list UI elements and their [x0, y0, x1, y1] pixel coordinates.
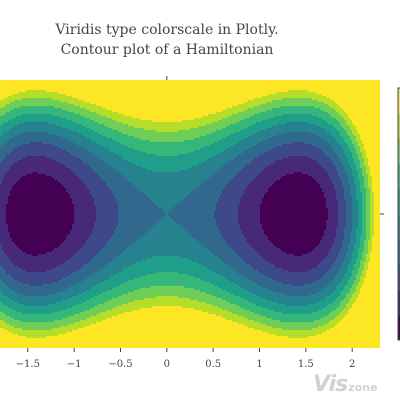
- contour-plot-area[interactable]: [0, 80, 381, 349]
